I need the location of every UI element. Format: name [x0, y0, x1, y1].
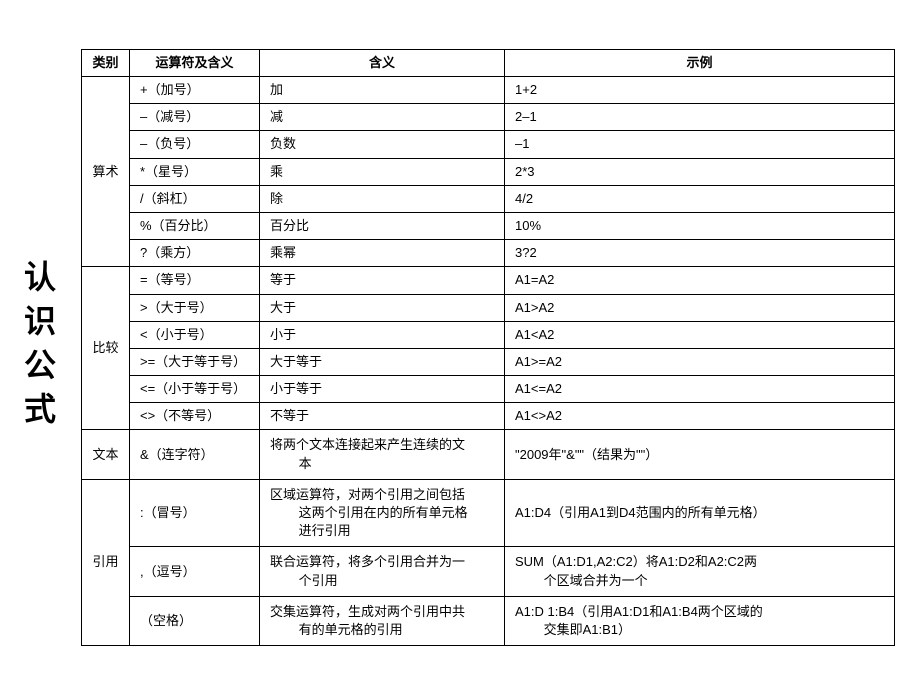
table-row: 算术 +（加号） 加 1+2 — [82, 77, 895, 104]
line: SUM（A1:D1,A2:C2）将A1:D2和A2:C2两 — [515, 554, 757, 569]
cell-op: <=（小于等于号） — [130, 376, 260, 403]
table-row: ?（乘方） 乘幂 3?2 — [82, 240, 895, 267]
cell-op: +（加号） — [130, 77, 260, 104]
line: 个引用 — [270, 572, 496, 590]
cell-ex: A1=A2 — [505, 267, 895, 294]
cell-ex: A1:D 1:B4（引用A1:D1和A1:B4两个区域的 交集即A1:B1） — [505, 596, 895, 645]
line: 联合运算符，将多个引用合并为一 — [270, 554, 465, 569]
line: 将两个文本连接起来产生连续的文 — [270, 437, 465, 452]
cell-ex: 1+2 — [505, 77, 895, 104]
cell-op: >=（大于等于号） — [130, 348, 260, 375]
table-row: <=（小于等于号） 小于等于 A1<=A2 — [82, 376, 895, 403]
cell-mean: 负数 — [260, 131, 505, 158]
table-row: 引用 :（冒号） 区域运算符，对两个引用之间包括 这两个引用在内的所有单元格 进… — [82, 479, 895, 547]
cell-op: （空格） — [130, 596, 260, 645]
table-row: >（大于号） 大于 A1>A2 — [82, 294, 895, 321]
cat-text: 文本 — [82, 430, 130, 479]
cell-mean: 加 — [260, 77, 505, 104]
operators-table: 类别 运算符及含义 含义 示例 算术 +（加号） 加 1+2 –（减号） 减 2… — [81, 49, 895, 646]
cell-op: <（小于号） — [130, 321, 260, 348]
cell-ex: A1:D4（引用A1到D4范围内的所有单元格） — [505, 479, 895, 547]
hdr-category: 类别 — [82, 49, 130, 76]
cell-mean: 交集运算符，生成对两个引用中共 有的单元格的引用 — [260, 596, 505, 645]
cell-ex: –1 — [505, 131, 895, 158]
cell-mean: 区域运算符，对两个引用之间包括 这两个引用在内的所有单元格 进行引用 — [260, 479, 505, 547]
cell-ex: A1<>A2 — [505, 403, 895, 430]
table-row: 比较 =（等号） 等于 A1=A2 — [82, 267, 895, 294]
table-row: <（小于号） 小于 A1<A2 — [82, 321, 895, 348]
vertical-title: 认识公式 — [15, 260, 61, 436]
cell-ex: A1<=A2 — [505, 376, 895, 403]
cell-op: >（大于号） — [130, 294, 260, 321]
cell-op: ,（逗号） — [130, 547, 260, 596]
cell-ex: A1<A2 — [505, 321, 895, 348]
cell-op: &（连字符） — [130, 430, 260, 479]
cell-ex: 4/2 — [505, 185, 895, 212]
cell-mean: 除 — [260, 185, 505, 212]
cell-ex: 2–1 — [505, 104, 895, 131]
table-row: *（星号） 乘 2*3 — [82, 158, 895, 185]
cell-op: ?（乘方） — [130, 240, 260, 267]
line: 交集运算符，生成对两个引用中共 — [270, 604, 465, 619]
line: A1:D 1:B4（引用A1:D1和A1:B4两个区域的 — [515, 604, 763, 619]
cell-op: =（等号） — [130, 267, 260, 294]
table-row: >=（大于等于号） 大于等于 A1>=A2 — [82, 348, 895, 375]
line: 区域运算符，对两个引用之间包括 — [270, 487, 465, 502]
cell-mean: 减 — [260, 104, 505, 131]
cell-mean: 大于 — [260, 294, 505, 321]
cell-mean: 等于 — [260, 267, 505, 294]
line: 这两个引用在内的所有单元格 — [270, 504, 496, 522]
table-row: %（百分比） 百分比 10% — [82, 212, 895, 239]
cell-mean: 乘 — [260, 158, 505, 185]
cell-op: –（负号） — [130, 131, 260, 158]
cell-ex: "2009年"&""（结果为""） — [505, 430, 895, 479]
table-row: <>（不等号） 不等于 A1<>A2 — [82, 403, 895, 430]
cat-arith: 算术 — [82, 77, 130, 267]
cell-ex: A1>=A2 — [505, 348, 895, 375]
cell-mean: 联合运算符，将多个引用合并为一 个引用 — [260, 547, 505, 596]
hdr-example: 示例 — [505, 49, 895, 76]
table-row: –（减号） 减 2–1 — [82, 104, 895, 131]
cell-ex: 2*3 — [505, 158, 895, 185]
table-row: /（斜杠） 除 4/2 — [82, 185, 895, 212]
line: 交集即A1:B1） — [515, 621, 886, 639]
cell-mean: 百分比 — [260, 212, 505, 239]
cell-ex: SUM（A1:D1,A2:C2）将A1:D2和A2:C2两 个区域合并为一个 — [505, 547, 895, 596]
table-header-row: 类别 运算符及含义 含义 示例 — [82, 49, 895, 76]
line: 进行引用 — [270, 522, 496, 540]
table-row: ,（逗号） 联合运算符，将多个引用合并为一 个引用 SUM（A1:D1,A2:C… — [82, 547, 895, 596]
cell-op: <>（不等号） — [130, 403, 260, 430]
cell-mean: 小于 — [260, 321, 505, 348]
cell-mean: 将两个文本连接起来产生连续的文 本 — [260, 430, 505, 479]
cat-comp: 比较 — [82, 267, 130, 430]
cell-mean: 乘幂 — [260, 240, 505, 267]
hdr-operator: 运算符及含义 — [130, 49, 260, 76]
cell-mean: 小于等于 — [260, 376, 505, 403]
table-row: –（负号） 负数 –1 — [82, 131, 895, 158]
line: 有的单元格的引用 — [270, 621, 496, 639]
cell-op: *（星号） — [130, 158, 260, 185]
line: 个区域合并为一个 — [515, 572, 886, 590]
hdr-meaning: 含义 — [260, 49, 505, 76]
cell-mean: 不等于 — [260, 403, 505, 430]
cell-op: %（百分比） — [130, 212, 260, 239]
cell-mean: 大于等于 — [260, 348, 505, 375]
cell-op: –（减号） — [130, 104, 260, 131]
table-row: （空格） 交集运算符，生成对两个引用中共 有的单元格的引用 A1:D 1:B4（… — [82, 596, 895, 645]
table-row: 文本 &（连字符） 将两个文本连接起来产生连续的文 本 "2009年"&""（结… — [82, 430, 895, 479]
cell-op: /（斜杠） — [130, 185, 260, 212]
cell-ex: 10% — [505, 212, 895, 239]
cat-ref: 引用 — [82, 479, 130, 645]
line: 本 — [270, 455, 496, 473]
cell-ex: A1>A2 — [505, 294, 895, 321]
cell-ex: 3?2 — [505, 240, 895, 267]
cell-op: :（冒号） — [130, 479, 260, 547]
